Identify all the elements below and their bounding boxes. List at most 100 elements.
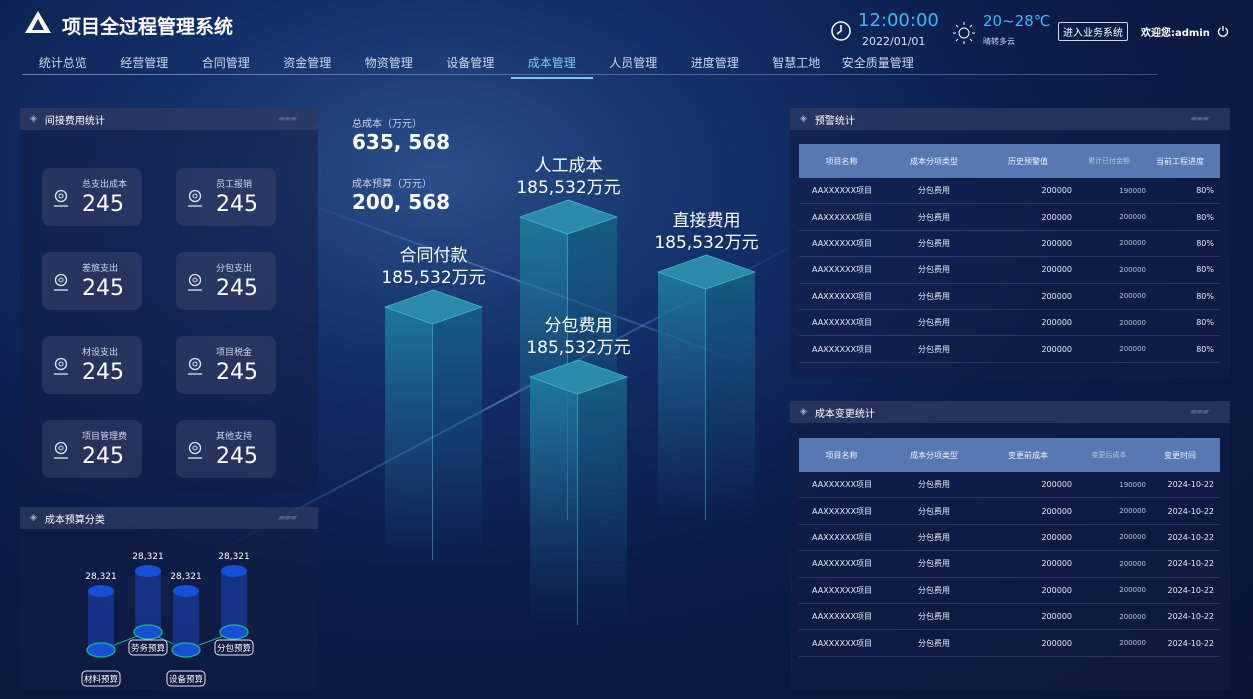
nav-tab[interactable]: 经营管理	[120, 56, 169, 70]
table-cell: 分包费用	[918, 344, 950, 354]
table-cell: AAXXXXXX项目	[812, 480, 873, 490]
location-pin-icon	[186, 188, 204, 212]
table-cell: 80%	[1196, 265, 1214, 275]
table-cell: 200000	[1119, 586, 1146, 595]
stat-value: 245	[82, 276, 124, 301]
budget-label: 材料预算	[84, 674, 119, 685]
table-cell: 分包费用	[918, 559, 950, 569]
stat-value: 245	[216, 444, 258, 469]
budget-label: 分包预算	[217, 643, 252, 654]
enter-business-system-button[interactable]: 进入业务系统	[1058, 22, 1128, 41]
table-row[interactable]: AAXXXXXX项目 分包费用 200000 200000 2024-10-22	[799, 525, 1220, 552]
table-cell: 2024-10-22	[1167, 559, 1215, 569]
table-row[interactable]: AAXXXXXX项目 分包费用 200000 200000 80%	[799, 257, 1220, 284]
nav-tab[interactable]: 合同管理	[201, 56, 250, 70]
table-cell: 200000	[1041, 291, 1072, 301]
table-row[interactable]: AAXXXXXX项目 分包费用 200000 200000 2024-10-22	[799, 604, 1220, 631]
table-row[interactable]: AAXXXXXX项目 分包费用 200000 200000 80%	[799, 284, 1220, 310]
table-cell: 200000	[1041, 238, 1072, 248]
table-cell: 分包费用	[918, 480, 950, 490]
nav-tab[interactable]: 安全质量管理	[841, 56, 914, 70]
prism-label: 直接费用 185,532万元	[637, 210, 777, 254]
table-cell: 80%	[1196, 291, 1214, 301]
location-pin-icon	[52, 272, 70, 296]
budget-cylinder	[133, 565, 163, 640]
table-row[interactable]: AAXXXXXX项目 分包费用 200000 200000 80%	[799, 310, 1220, 337]
column-header: 变更后成本	[1091, 451, 1127, 459]
column-header: 变更前成本	[1008, 450, 1048, 460]
table-row[interactable]: AAXXXXXX项目 分包费用 200000 200000 2024-10-22	[799, 630, 1220, 657]
stat-label: 总支出成本	[82, 180, 128, 190]
prism-bar	[657, 254, 756, 520]
table-row[interactable]: AAXXXXXX项目 分包费用 200000 200000 2024-10-22	[799, 498, 1220, 525]
power-icon[interactable]	[1217, 25, 1229, 37]
budget-cylinder	[219, 565, 249, 640]
table-cell: 200000	[1119, 612, 1146, 621]
table-cell: 200000	[1119, 239, 1146, 248]
nav-tab[interactable]: 成本管理	[511, 54, 593, 79]
table-cell: 200000	[1041, 265, 1072, 275]
table-cell: 分包费用	[918, 638, 950, 648]
table-cell: 200000	[1119, 559, 1146, 568]
weather-text: 晴转多云	[983, 37, 1015, 46]
table-cell: 200000	[1041, 559, 1072, 569]
column-header: 成本分项类型	[910, 156, 958, 166]
warning-panel: ◈ 预警统计 ▰▰▰ 项目名称 成本分项类型 历史预警值 累计已付金额 当前工程进度 AAXX…	[790, 108, 1230, 378]
stripes-icon: ▰▰▰	[278, 114, 297, 124]
table-cell: 200000	[1041, 480, 1072, 490]
table-cell: 200000	[1041, 318, 1072, 328]
table-row[interactable]: AAXXXXXX项目 分包费用 200000 200000 80%	[799, 204, 1220, 231]
stat-label: 项目税金	[216, 348, 253, 358]
table-cell: AAXXXXXX项目	[812, 291, 873, 301]
stat-card: 分包支出 245	[176, 252, 276, 310]
budget-category-panel: ◈ 成本预算分类 ▰▰▰ 28,321 材料预算 28,321 劳务预算 28,321 设备预…	[20, 507, 318, 690]
budget-value: 28,321	[170, 572, 202, 582]
table-row[interactable]: AAXXXXXX项目 分包费用 200000 200000 80%	[799, 336, 1220, 363]
location-pin-icon	[186, 440, 204, 464]
table-row[interactable]: AAXXXXXX项目 分包费用 200000 200000 2024-10-22	[799, 551, 1220, 578]
budget-label-box	[214, 639, 254, 656]
table-cell: 分包费用	[918, 238, 950, 248]
stat-value: 245	[82, 360, 124, 385]
nav-tab[interactable]: 统计总览	[38, 56, 87, 70]
stat-value: 245	[216, 192, 258, 217]
prism-bar	[519, 199, 618, 520]
nav-tab[interactable]: 设备管理	[446, 56, 495, 70]
table-cell: 200000	[1119, 507, 1146, 516]
prism-name: 人工成本	[534, 156, 603, 176]
budget-connector	[100, 631, 235, 651]
nav-tab[interactable]: 资金管理	[283, 56, 332, 70]
nav-tab[interactable]: 物资管理	[364, 56, 413, 70]
table-cell: 200000	[1119, 318, 1146, 327]
table-cell: 200000	[1041, 585, 1072, 595]
table-cell: AAXXXXXX项目	[812, 318, 873, 328]
stat-label: 项目管理费	[82, 432, 128, 442]
prism-bar	[529, 359, 628, 625]
table-row[interactable]: AAXXXXXX项目 分包费用 200000 190000 80%	[799, 178, 1220, 205]
prism-name: 分包费用	[544, 316, 613, 336]
table-row[interactable]: AAXXXXXX项目 分包费用 200000 190000 2024-10-22	[799, 472, 1220, 499]
table-cell: 分包费用	[918, 186, 950, 196]
budget-cost-value: 200, 568	[352, 190, 451, 214]
table-cell: 80%	[1196, 238, 1214, 248]
stat-card: 其他支持 245	[176, 420, 276, 478]
table-row[interactable]: AAXXXXXX项目 分包费用 200000 200000 2024-10-22	[799, 578, 1220, 604]
table-cell: 200000	[1041, 532, 1072, 542]
column-header: 变更时间	[1164, 450, 1196, 460]
table-cell: AAXXXXXX项目	[812, 344, 873, 354]
table-cell: 80%	[1196, 344, 1214, 354]
table-cell: 200000	[1119, 533, 1146, 542]
budget-label-box	[166, 670, 206, 687]
table-cell: 190000	[1119, 480, 1146, 489]
stat-card: 员工报销 245	[176, 168, 276, 226]
stat-value: 245	[82, 444, 124, 469]
nav-tab[interactable]: 进度管理	[690, 56, 739, 70]
location-pin-icon	[186, 356, 204, 380]
table-cell: 200000	[1119, 345, 1146, 354]
nav-tab[interactable]: 人员管理	[609, 56, 658, 70]
nav-tab[interactable]: 智慧工地	[772, 56, 821, 70]
table-row[interactable]: AAXXXXXX项目 分包费用 200000 200000 80%	[799, 231, 1220, 258]
total-cost-label: 总成本（万元）	[352, 119, 422, 130]
table-cell: AAXXXXXX项目	[812, 238, 873, 248]
table-header: 项目名称 成本分项类型 历史预警值 累计已付金额 当前工程进度	[799, 144, 1220, 178]
